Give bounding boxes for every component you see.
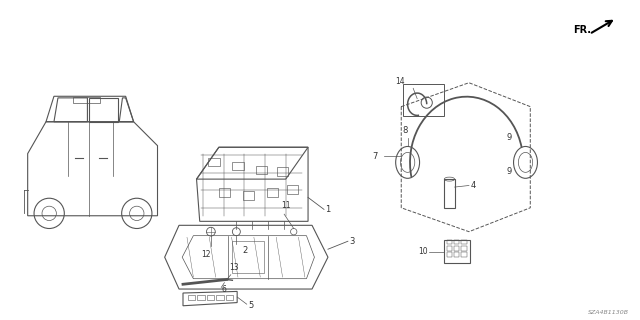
Bar	[447, 246, 452, 251]
Bar	[209, 158, 220, 166]
Bar	[243, 191, 254, 200]
Bar	[287, 186, 298, 194]
Text: 14: 14	[395, 77, 404, 86]
Text: 12: 12	[202, 250, 211, 259]
Bar	[256, 165, 268, 174]
Bar	[444, 240, 470, 263]
Bar	[232, 241, 264, 273]
Bar	[454, 240, 460, 244]
Bar	[454, 246, 460, 251]
Bar	[461, 240, 467, 244]
Text: FR.: FR.	[573, 25, 591, 35]
Bar	[232, 162, 244, 170]
Text: 6: 6	[222, 285, 227, 294]
Text: 1: 1	[326, 205, 331, 214]
Bar	[403, 84, 444, 116]
Bar	[277, 167, 288, 176]
Bar	[207, 295, 214, 300]
Text: 9: 9	[506, 167, 511, 176]
Bar	[444, 179, 454, 208]
Text: 7: 7	[372, 151, 378, 161]
Text: 3: 3	[349, 237, 355, 246]
Bar	[447, 252, 452, 257]
Bar	[219, 188, 230, 197]
Text: 13: 13	[229, 262, 239, 271]
Bar	[216, 295, 223, 300]
Bar	[73, 97, 100, 103]
Bar	[197, 295, 205, 300]
Text: 5: 5	[248, 301, 253, 310]
Bar	[454, 252, 460, 257]
Bar	[267, 188, 278, 197]
Text: 9: 9	[506, 133, 511, 142]
Text: 2: 2	[243, 246, 248, 255]
Text: 10: 10	[418, 247, 428, 256]
Bar	[447, 240, 452, 244]
Bar	[461, 252, 467, 257]
Text: 4: 4	[470, 181, 476, 190]
Bar	[188, 295, 195, 300]
Bar	[461, 246, 467, 251]
Text: 11: 11	[281, 201, 291, 210]
Text: SZA4B1130B: SZA4B1130B	[588, 309, 629, 315]
Bar	[226, 295, 233, 300]
Text: 8: 8	[403, 126, 408, 135]
